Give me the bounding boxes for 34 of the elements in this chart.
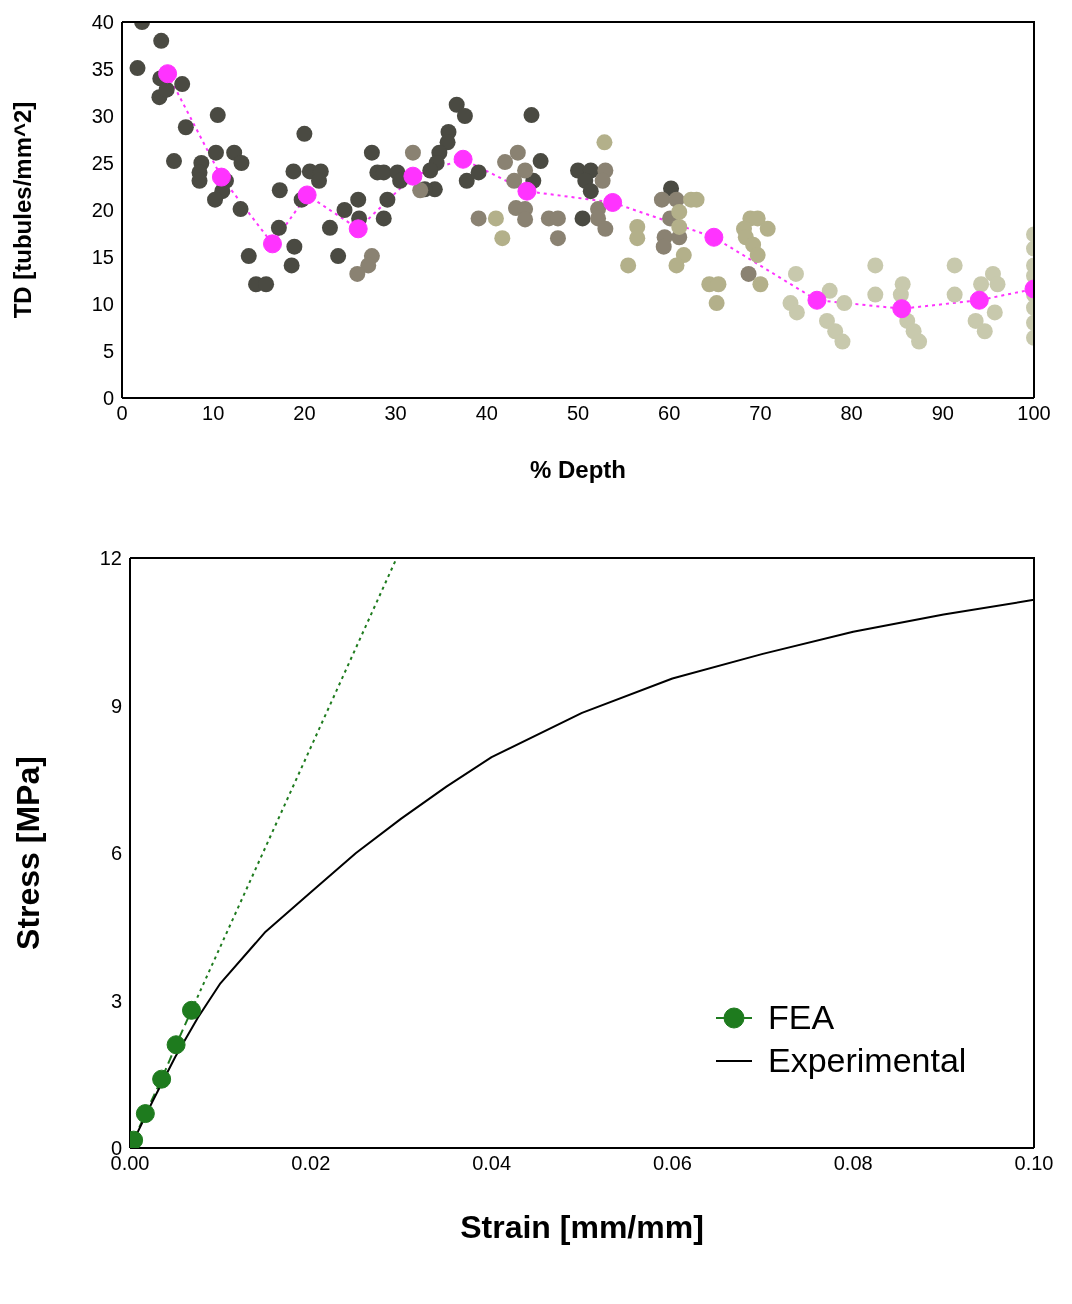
x-tick-label: 50 [566, 402, 590, 425]
x-tick-label: 0.08 [833, 1152, 873, 1175]
x-axis-title: % Depth [530, 456, 626, 483]
y-tick-label: 20 [91, 199, 114, 222]
x-tick-label: 0.04 [472, 1152, 512, 1175]
legend-label: Experimental [768, 1041, 967, 1080]
y-tick-label: 25 [91, 152, 114, 175]
y-tick-label: 5 [102, 340, 114, 363]
y-tick-label: 10 [91, 293, 114, 316]
y-tick-label: 3 [110, 989, 122, 1012]
x-tick-label: 80 [840, 402, 863, 425]
x-axis-title: Strain [mm/mm] [460, 1209, 704, 1245]
y-tick-label: 30 [91, 105, 114, 128]
y-axis-title: TD [tubules/mm^2] [8, 101, 36, 319]
y-tick-label: 15 [91, 246, 114, 269]
x-tick-label: 0.06 [652, 1152, 692, 1175]
x-tick-label: 60 [658, 402, 681, 425]
x-tick-label: 70 [749, 402, 772, 425]
y-tick-label: 35 [91, 58, 114, 81]
y-tick-label: 40 [91, 11, 114, 34]
x-tick-label: 30 [384, 402, 407, 425]
y-axis-title: Stress [MPa] [10, 756, 47, 950]
x-tick-label: 0.10 [1014, 1152, 1054, 1175]
x-tick-label: 10 [202, 402, 225, 425]
y-tick-label: 12 [99, 547, 122, 570]
y-tick-label: 9 [110, 694, 122, 717]
legend-label: FEA [768, 998, 835, 1037]
x-tick-label: 100 [1017, 402, 1051, 425]
y-tick-label: 0 [102, 387, 114, 410]
x-tick-label: 0.02 [291, 1152, 331, 1175]
x-tick-label: 20 [293, 402, 316, 425]
x-tick-label: 40 [475, 402, 498, 425]
x-tick-label: 90 [931, 402, 954, 425]
y-tick-label: 6 [110, 842, 122, 865]
